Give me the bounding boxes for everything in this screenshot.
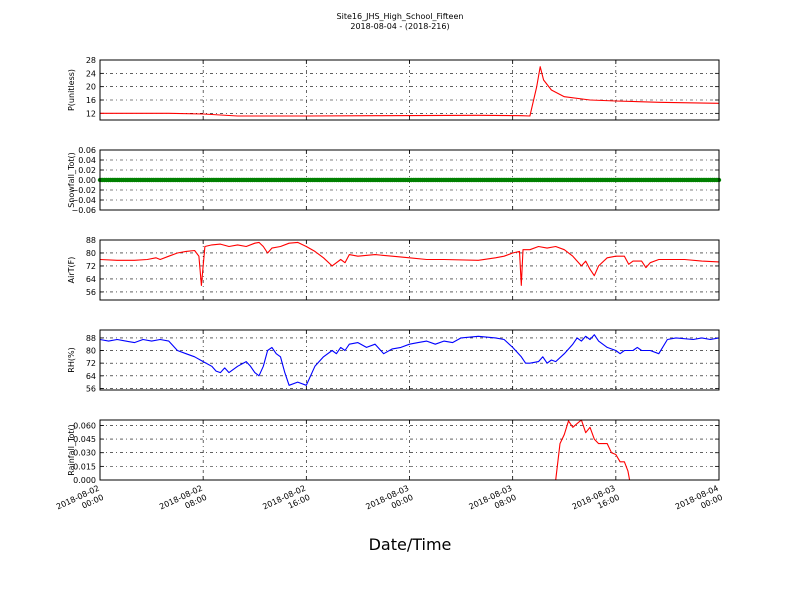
y-tick-label: −0.04 xyxy=(71,196,96,205)
plot-frame xyxy=(99,419,720,481)
y-tick-label: 24 xyxy=(86,69,96,78)
chart-panel-2: 88 80 72 64 56 AirT(F) xyxy=(67,236,720,301)
series-line-0 xyxy=(99,334,720,386)
y-tick-label: 0.030 xyxy=(73,449,96,458)
series-line-0 xyxy=(100,66,720,117)
y-axis-label: Snowfall_Tot() xyxy=(67,152,76,208)
y-tick-label: 0.015 xyxy=(73,462,96,471)
y-tick-label: 80 xyxy=(86,249,96,258)
x-tick-label: 2018-08-0316:00 xyxy=(571,484,621,521)
chart-panel-1: 0.060.040.020.00−0.02−0.04−0.06Snowfall_… xyxy=(67,146,722,215)
panels-group: 2824201612P(unitless)0.060.040.020.00−0.… xyxy=(67,56,722,485)
y-tick-label: 72 xyxy=(86,359,96,368)
y-tick-label: 80 xyxy=(86,347,96,356)
y-tick-label: 72 xyxy=(86,262,96,271)
y-tick-label: −0.06 xyxy=(71,206,96,215)
figure-subtitle: 2018-08-04 - (2018-216) xyxy=(350,22,449,31)
series-line-0 xyxy=(100,419,719,481)
y-tick-label: 16 xyxy=(86,96,96,105)
x-axis-ticks: 2018-08-0200:00 2018-08-0208:00 2018-08-02… xyxy=(55,484,724,521)
y-tick-label: −0.02 xyxy=(71,186,96,195)
y-tick-label: 88 xyxy=(86,334,96,343)
y-tick-label: 0.000 xyxy=(73,476,96,485)
y-tick-label: 64 xyxy=(86,372,96,381)
y-tick-label: 0.02 xyxy=(78,166,96,175)
figure-title: Site16_JHS_High_School_Fifteen xyxy=(337,12,464,21)
y-tick-label: 64 xyxy=(86,275,96,284)
y-axis-label: AirT(F) xyxy=(67,257,76,284)
plot-frame xyxy=(99,149,720,211)
chart-panel-3: 88 80 72 64 56 RH(%) xyxy=(67,329,720,393)
y-tick-label: 56 xyxy=(86,384,96,393)
y-tick-label: 56 xyxy=(86,288,96,297)
x-tick-label: 2018-08-0208:00 xyxy=(158,484,208,521)
y-tick-label: 20 xyxy=(86,83,96,92)
y-axis-label: Rainfall_Tot() xyxy=(67,424,76,476)
series-line-0 xyxy=(99,241,720,286)
x-tick-label: 2018-08-0308:00 xyxy=(468,484,518,521)
x-tick-label: 2018-08-0400:00 xyxy=(674,484,724,521)
y-tick-label: 0.00 xyxy=(78,176,96,185)
chart-panel-0: 28 24 20 16 12 P(unitless) xyxy=(67,56,720,121)
plot-frame xyxy=(99,239,720,301)
y-tick-label: 0.045 xyxy=(73,435,96,444)
plot-frame xyxy=(99,59,720,121)
y-tick-label: 0.04 xyxy=(78,156,96,165)
x-tick-label: 2018-08-0200:00 xyxy=(55,484,105,521)
y-tick-label: 0.060 xyxy=(73,421,96,430)
x-tick-label: 2018-08-0216:00 xyxy=(261,484,311,521)
y-tick-label: 0.06 xyxy=(78,146,96,155)
y-tick-label: 88 xyxy=(86,236,96,245)
y-tick-label: 12 xyxy=(86,109,96,118)
y-tick-label: 28 xyxy=(86,56,96,65)
x-axis-label: Date/Time xyxy=(369,535,452,554)
plot-frame xyxy=(99,329,720,391)
x-tick-label: 2018-08-0300:00 xyxy=(364,484,414,521)
y-axis-label: P(unitless) xyxy=(67,69,76,111)
y-axis-label: RH(%) xyxy=(67,347,76,372)
